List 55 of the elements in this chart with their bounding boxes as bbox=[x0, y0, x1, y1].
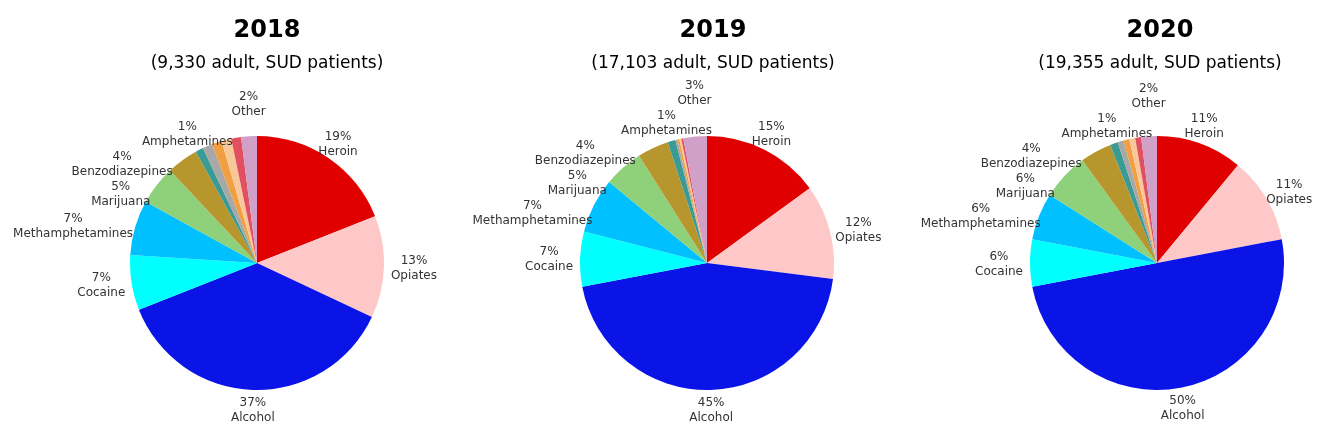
chart-subtitle: (9,330 adult, SUD patients) bbox=[150, 51, 384, 72]
data-label: 7% bbox=[539, 244, 559, 259]
data-label: 4% bbox=[575, 137, 595, 152]
chart-title: 2018 bbox=[233, 15, 301, 43]
slice-label: Opiates bbox=[835, 229, 882, 244]
slice-label: Cocaine bbox=[975, 263, 1023, 278]
slice-label: Amphetamines bbox=[141, 133, 233, 148]
data-label: 19% bbox=[324, 129, 352, 144]
chart-subtitle: (17,103 adult, SUD patients) bbox=[591, 51, 835, 72]
slice-label: Amphetamines bbox=[1061, 126, 1153, 141]
slice-label: Heroin bbox=[318, 144, 358, 159]
slice-label: Opiates bbox=[1266, 192, 1313, 207]
data-label: 13% bbox=[400, 252, 428, 267]
slice-label: Cocaine bbox=[525, 259, 574, 274]
data-label: 15% bbox=[758, 118, 785, 133]
data-label: 11% bbox=[1190, 111, 1218, 126]
data-label: 2% bbox=[239, 88, 259, 103]
data-label: 2% bbox=[1139, 81, 1159, 96]
data-label: 11% bbox=[1275, 177, 1303, 192]
data-label: 7% bbox=[522, 197, 543, 212]
slice-label: Heroin bbox=[751, 133, 792, 148]
slice-label: Methamphetamines bbox=[13, 225, 134, 240]
slice-label: Benzodiazepines bbox=[534, 152, 636, 167]
slice-label: Alcohol bbox=[230, 410, 275, 425]
slice-label: Other bbox=[1131, 96, 1166, 111]
data-label: 4% bbox=[112, 148, 132, 163]
slice-label: Benzodiazepines bbox=[980, 156, 1082, 171]
slice-label: Heroin bbox=[1184, 126, 1224, 141]
data-label: 1% bbox=[656, 107, 677, 122]
slice-label: Opiates bbox=[390, 267, 437, 282]
chart-title: 2020 bbox=[1126, 15, 1194, 43]
slice-label: Benzodiazepines bbox=[71, 163, 173, 178]
data-label: 7% bbox=[91, 269, 111, 284]
data-label: 45% bbox=[697, 395, 725, 410]
data-label: 6% bbox=[1015, 171, 1035, 186]
data-label: 5% bbox=[111, 178, 131, 193]
data-label: 1% bbox=[177, 118, 197, 133]
chart-subtitle: (19,355 adult, SUD patients) bbox=[1038, 51, 1282, 72]
data-label: 4% bbox=[1021, 141, 1041, 156]
chart-title: 2019 bbox=[679, 15, 747, 43]
data-label: 1% bbox=[1097, 111, 1117, 126]
data-label: 3% bbox=[684, 77, 704, 92]
data-label: 5% bbox=[567, 167, 587, 182]
slice-label: Other bbox=[677, 92, 712, 107]
slice-label: Alcohol bbox=[1160, 407, 1205, 422]
slice-label: Other bbox=[231, 103, 266, 118]
slice-label: Amphetamines bbox=[621, 122, 712, 137]
data-label: 12% bbox=[845, 214, 872, 229]
data-label: 6% bbox=[989, 248, 1009, 263]
slice-label: Alcohol bbox=[689, 410, 734, 425]
data-label: 50% bbox=[1169, 392, 1196, 407]
data-label: 7% bbox=[63, 210, 83, 225]
data-label: 37% bbox=[239, 395, 267, 410]
slice-label: Cocaine bbox=[77, 284, 126, 299]
data-label: 6% bbox=[971, 201, 991, 216]
